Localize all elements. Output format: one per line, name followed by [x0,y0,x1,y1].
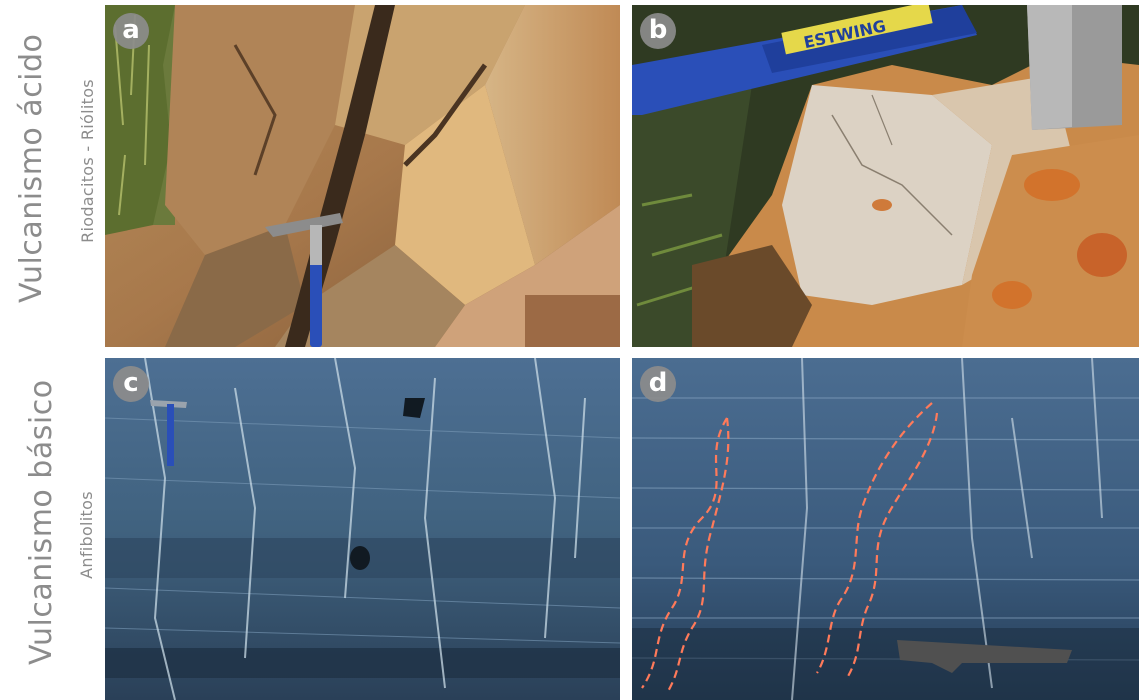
panel-letter-d: d [640,366,676,402]
photo-panel-b: ESTWING b [632,5,1139,347]
rock-hammer: ESTWING [632,5,1122,130]
panel-letter-b: b [640,13,676,49]
fold-outline [641,402,939,694]
panel-letter-a: a [113,13,149,49]
photo-panel-d: d [632,358,1139,700]
acid-volcanism-subtitle: Riodacitos - Riólitos [78,79,97,243]
photo-panel-a: a [105,5,620,347]
amphibolite-photo-c [105,358,620,700]
basic-volcanism-title: Vulcanismo básico [24,379,59,665]
outcrop-photo-a [105,5,620,347]
folded-amphibolite-photo-d [632,358,1139,700]
panel-letter-c: c [113,366,149,402]
basic-volcanism-subtitle: Anfibolitos [77,491,96,579]
acid-volcanism-title: Vulcanismo ácido [14,33,49,303]
rock-hammer [897,640,1072,673]
rock-closeup-photo-b: ESTWING [632,5,1139,347]
photo-panel-c: c [105,358,620,700]
rock-hammer [265,213,343,347]
rock-hammer [150,400,187,466]
